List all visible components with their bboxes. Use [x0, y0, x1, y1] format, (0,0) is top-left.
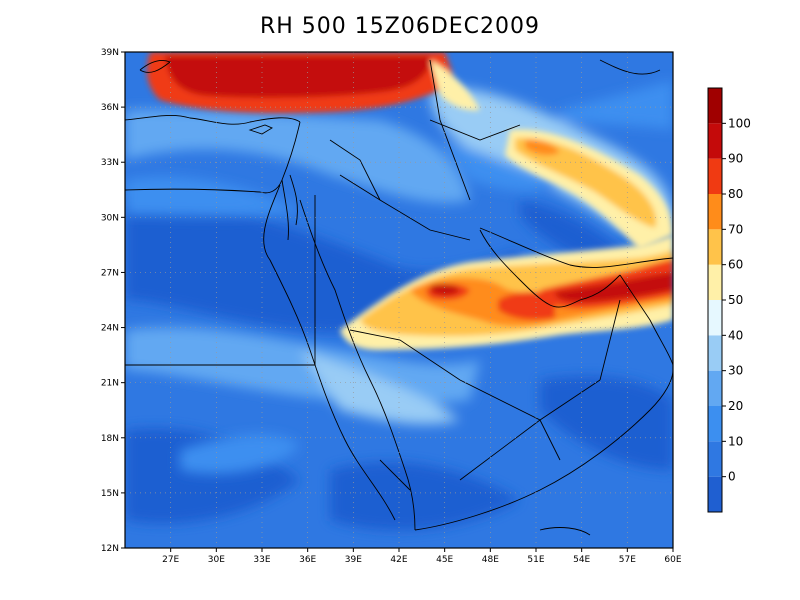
- colorbar-swatch: [708, 229, 722, 265]
- lon-label: 57E: [619, 555, 636, 565]
- colorbar-label: 70: [728, 222, 743, 236]
- axis-ticks: [121, 51, 674, 552]
- lat-label: 12N: [101, 544, 119, 554]
- lon-label: 33E: [253, 555, 270, 565]
- colorbar-label: 40: [728, 328, 743, 342]
- lon-label: 51E: [527, 555, 544, 565]
- coastlines: [125, 59, 673, 536]
- lon-label: 36E: [299, 555, 316, 565]
- colorbar-swatch: [708, 123, 722, 159]
- lon-label: 45E: [436, 555, 453, 565]
- colorbar-label: 50: [728, 293, 743, 307]
- colorbar-label: 100: [728, 116, 751, 130]
- lat-label: 33N: [101, 158, 119, 168]
- colorbar-label: 20: [728, 399, 743, 413]
- colorbar: 0 10 20 30 40 50 60 70 80 90 100: [707, 87, 751, 513]
- lon-label: 54E: [573, 555, 590, 565]
- lat-label: 36N: [101, 103, 119, 113]
- colorbar-label: 0: [728, 470, 736, 484]
- colorbar-label: 60: [728, 258, 743, 272]
- colorbar-swatch: [708, 335, 722, 371]
- colorbar-swatch: [708, 264, 722, 300]
- colorbar-swatch: [708, 370, 722, 406]
- lat-label: 39N: [101, 48, 119, 58]
- lon-label: 39E: [345, 555, 362, 565]
- lat-label: 27N: [101, 268, 119, 278]
- colorbar-swatch: [708, 194, 722, 230]
- humidity-field: [125, 52, 673, 548]
- colorbar-swatch: [708, 158, 722, 194]
- colorbar-swatch: [708, 88, 722, 124]
- colorbar-label: 90: [728, 152, 743, 166]
- latitude-labels: 39N 36N 33N 30N 27N 24N 21N 18N 15N 12N: [101, 48, 119, 554]
- colorbar-swatch: [708, 300, 722, 336]
- colorbar-label: 10: [728, 434, 743, 448]
- lat-label: 18N: [101, 434, 119, 444]
- longitude-labels: 27E 30E 33E 36E 39E 42E 45E 48E 51E 54E 57E 60E: [162, 555, 682, 565]
- lat-label: 30N: [101, 213, 119, 223]
- lat-label: 21N: [101, 379, 119, 389]
- lat-label: 15N: [101, 489, 119, 499]
- colorbar-label: 30: [728, 364, 743, 378]
- map-title: RH 500 15Z06DEC2009: [259, 14, 541, 39]
- lon-label: 60E: [664, 555, 681, 565]
- lon-label: 27E: [162, 555, 179, 565]
- colorbar-swatch: [708, 406, 722, 442]
- colorbar-label: 80: [728, 187, 743, 201]
- lon-label: 48E: [482, 555, 499, 565]
- lon-label: 42E: [390, 555, 407, 565]
- lon-label: 30E: [208, 555, 225, 565]
- lat-label: 24N: [101, 324, 119, 334]
- colorbar-swatch: [708, 476, 722, 512]
- colorbar-swatch: [708, 441, 722, 477]
